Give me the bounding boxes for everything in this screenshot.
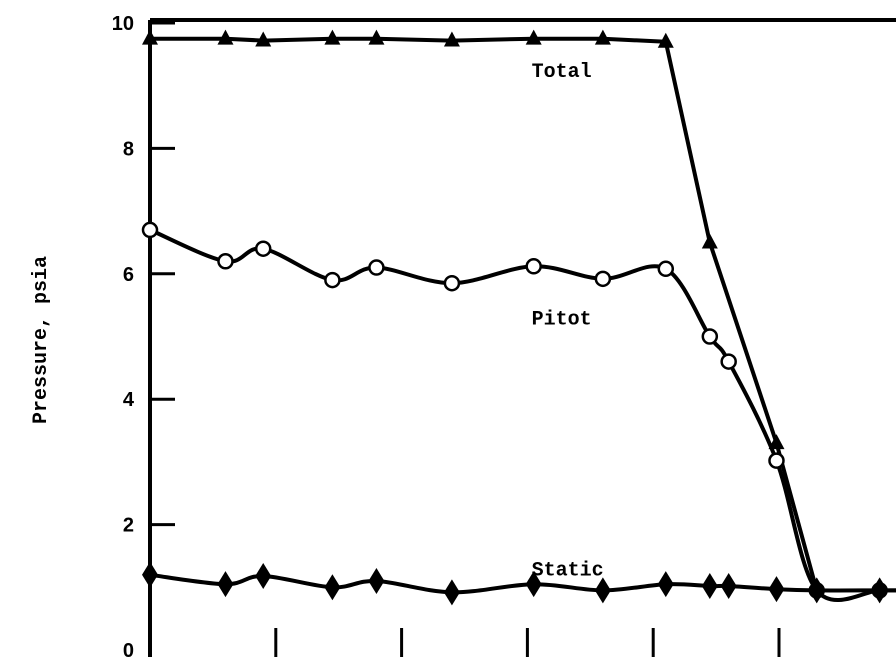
series-line-pitot [149,228,896,603]
y-tick-label: 2 [123,515,134,537]
y-tick-label: 0 [123,640,134,657]
series-label-static: Static [532,559,604,582]
data-point-pitot [768,452,785,469]
data-point-static [368,568,385,595]
data-point-static [701,573,718,600]
data-point-static [871,577,888,604]
markers [141,29,888,606]
data-point-static [594,577,611,604]
data-point-pitot [701,328,719,345]
series-labels: Total Pitot Static [532,61,604,582]
data-point-static [525,571,542,598]
data-point-total [217,29,234,45]
data-point-total [255,31,272,47]
data-point-static [142,561,158,588]
data-point-total [142,29,158,45]
data-point-pitot [141,221,159,239]
data-point-static [720,573,737,600]
data-point-total [324,29,341,45]
data-point-pitot [254,240,272,257]
data-point-total [594,29,611,45]
data-point-total [768,434,785,450]
data-point-static [768,576,785,603]
data-point-pitot [525,258,542,275]
data-point-total [525,29,542,45]
y-axis-title: Pressure, psia [30,256,53,424]
data-point-pitot [720,353,737,370]
series-line-static [149,572,896,595]
data-point-static [808,577,825,604]
y-tick-label: 6 [123,264,134,286]
y-tick-label: 10 [112,13,134,35]
axes [148,18,896,657]
data-point-total [443,31,460,47]
ticks [150,21,781,657]
data-point-pitot [443,274,461,292]
data-point-pitot [657,260,675,278]
data-point-pitot [368,259,385,276]
data-point-static [255,563,272,590]
data-point-total [657,32,674,48]
data-point-total [368,29,385,45]
series-label-total: Total [532,61,592,84]
y-tick-label: 4 [123,389,135,411]
curves [149,36,896,603]
data-point-pitot [324,271,341,289]
series-label-pitot: Pitot [532,309,592,332]
data-point-total [701,233,718,249]
data-point-static [657,571,674,598]
series-line-total [150,36,819,591]
data-point-pitot [217,253,234,270]
data-point-pitot [594,270,612,288]
tick-labels: 0 2 4 6 8 10 [112,13,135,657]
data-point-static [443,579,460,606]
data-point-static [324,574,341,601]
data-point-static [217,571,234,598]
y-tick-label: 8 [123,138,134,160]
